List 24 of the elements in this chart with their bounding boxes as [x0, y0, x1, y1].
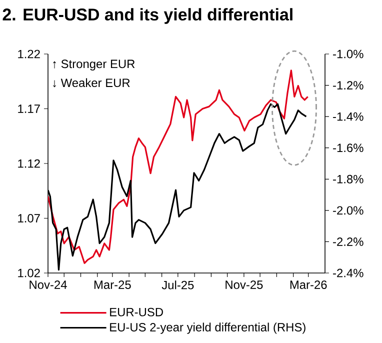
y2-tick-label: -2.0% — [333, 206, 364, 215]
y-tick-label: 1.02 — [18, 268, 40, 278]
y2-tick-label: -1.2% — [333, 81, 364, 90]
y-tick-label: 1.07 — [18, 214, 40, 222]
y2-tick-label: -1.4% — [333, 112, 364, 121]
y2-tick-label: -1.6% — [333, 144, 364, 152]
line-series — [48, 70, 309, 264]
legend-label: EUR-USD — [110, 308, 163, 316]
y2-tick-label: -2.4% — [333, 268, 364, 278]
x-tick-label: Mar-26 — [290, 280, 327, 289]
y2-tick-label: -1.0% — [333, 50, 364, 58]
chart-title: 2. EUR-USD and its yield differential — [2, 8, 292, 24]
x-tick-label: Jul-25 — [162, 280, 194, 290]
y-tick-label: 1.12 — [18, 159, 40, 168]
y2-tick-label: -1.8% — [333, 174, 364, 184]
x-tick-label: Nov-24 — [30, 280, 67, 289]
annotation: ↓ Weaker EUR — [53, 78, 130, 88]
y-tick-label: 1.17 — [18, 104, 40, 113]
y-tick-label: 1.22 — [18, 50, 40, 58]
y2-tick-label: -2.2% — [333, 238, 364, 246]
x-tick-label: Mar-25 — [94, 280, 131, 289]
annotation: ↑ Stronger EUR — [53, 60, 135, 70]
x-tick-label: Nov-25 — [226, 280, 263, 289]
legend-label: EU-US 2-year yield differential (RHS) — [110, 322, 306, 334]
